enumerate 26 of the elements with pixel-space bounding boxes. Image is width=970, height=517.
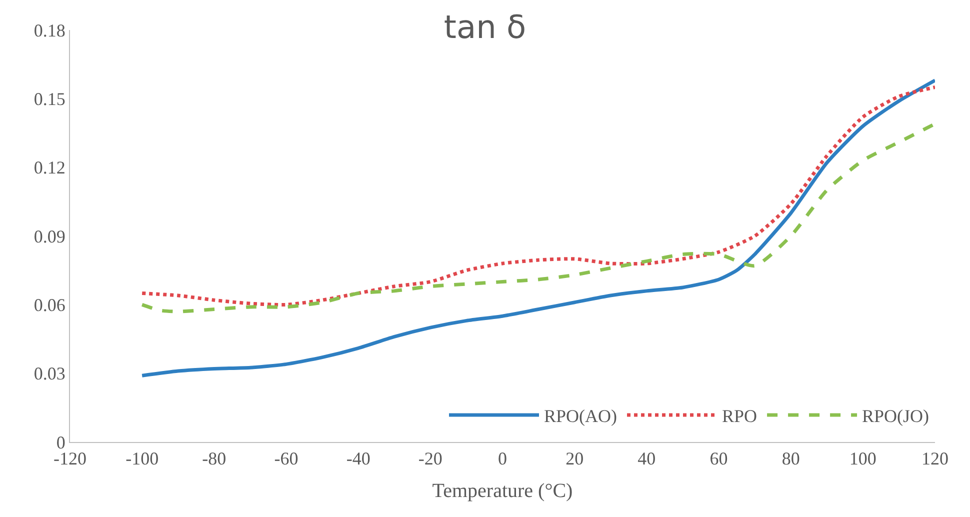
x-tick-label: 120	[922, 448, 948, 469]
y-tick-label: 0.06	[34, 294, 66, 315]
x-tick-label: -80	[202, 448, 226, 469]
y-tick-label: 0.12	[34, 158, 66, 178]
x-tick-label: 40	[638, 448, 656, 469]
x-tick-label: -100	[126, 448, 159, 469]
x-tick-label: -20	[418, 448, 442, 469]
line-series	[140, 122, 935, 314]
x-tick-label: 60	[710, 448, 728, 469]
x-axis-title: Temperature (°C)	[432, 480, 573, 502]
legend-label: RPO(JO)	[862, 406, 930, 426]
y-tick-label: 0.03	[34, 364, 66, 384]
x-tick-label: -60	[274, 448, 298, 469]
y-tick-label: 0.15	[34, 88, 66, 109]
y-tick-label: 0.09	[34, 226, 66, 246]
x-tick-label: 20	[566, 448, 584, 469]
line-series	[140, 85, 935, 306]
x-tick-label: 100	[849, 448, 876, 469]
x-tick-label: -40	[346, 448, 370, 469]
legend-label: RPO	[722, 406, 758, 426]
y-tick-label: 0.18	[34, 20, 66, 40]
x-tick-label: 80	[782, 448, 800, 469]
chart-title: tan δ	[444, 8, 526, 46]
x-tick-label: 0	[498, 448, 507, 469]
legend-label: RPO(AO)	[544, 406, 618, 426]
line-series	[140, 78, 935, 378]
